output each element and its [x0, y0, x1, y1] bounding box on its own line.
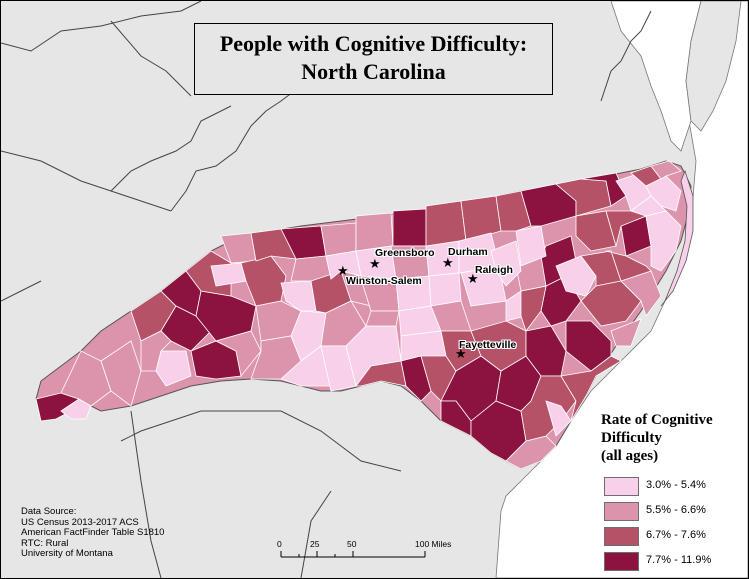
county-coast-12 [490, 240, 522, 287]
legend-item: 5.5% - 6.6% [601, 500, 741, 522]
legend-label: 5.5% - 6.6% [646, 504, 706, 516]
legend-swatch [604, 527, 639, 546]
county-coast-5 [565, 320, 612, 372]
county-pied-26 [365, 310, 400, 327]
county-ne-10 [605, 210, 648, 248]
county-ne-1 [495, 190, 532, 232]
data-source-note: Data Source: US Census 2013-2017 ACS Ame… [21, 506, 165, 560]
delmarva-shore [685, 1, 742, 132]
county-coast-19 [605, 250, 652, 282]
county-pied-19 [428, 272, 462, 307]
county-pied-5 [320, 222, 357, 257]
nc-counties [35, 160, 692, 470]
scale-bar: 0 25 50 100 Miles [277, 537, 467, 567]
legend-title-line1: Rate of Cognitive [601, 412, 713, 428]
county-west-2 [60, 398, 92, 420]
source-line: American FactFinder Table S1810 [21, 527, 165, 538]
scale-tick-label: 25 [310, 539, 320, 549]
county-pied-8 [425, 200, 467, 247]
county-coast-20 [645, 210, 682, 272]
legend-swatch [604, 552, 639, 571]
county-pied-7 [392, 208, 427, 247]
city-label-durham: Durham [448, 246, 488, 258]
scale-tick-label: 0 [277, 539, 282, 549]
outer-banks [660, 169, 694, 307]
legend-title-line3: (all ages) [601, 448, 659, 464]
legend-title-line2: Difficulty [601, 430, 662, 446]
legend-item: 3.0% - 5.4% [601, 475, 741, 497]
county-west-4 [100, 340, 142, 407]
star-icon-fayetteville: ★ [455, 346, 467, 361]
star-icon-greensboro: ★ [369, 256, 381, 271]
star-icon-winston-salem: ★ [337, 263, 349, 278]
star-icon-durham: ★ [442, 255, 454, 270]
city-label-greensboro: Greensboro [375, 247, 435, 259]
county-west-11 [140, 330, 172, 372]
source-line: University of Montana [21, 548, 113, 559]
county-coast-6 [610, 318, 642, 347]
legend-item: 6.7% - 7.6% [601, 525, 741, 547]
county-west-12 [214, 330, 262, 377]
legend-label: 3.0% - 5.4% [646, 479, 706, 491]
scale-tick-label: 50 [347, 539, 357, 549]
county-coast-13 [515, 225, 547, 267]
legend-swatch [604, 502, 639, 521]
county-ne-8 [650, 160, 682, 180]
map-title-line2: North Carolina [301, 59, 446, 84]
county-sand-2 [400, 355, 432, 402]
source-line: Data Source: [21, 506, 77, 517]
city-label-fayetteville: Fayetteville [459, 339, 517, 351]
city-label-raleigh: Raleigh [475, 264, 513, 276]
county-coast-18 [575, 210, 617, 252]
legend: Rate of Cognitive Difficulty (all ages) … [601, 411, 741, 575]
county-ne-4 [580, 172, 627, 207]
source-line: US Census 2013-2017 ACS [21, 516, 139, 528]
county-pied-23 [280, 345, 332, 387]
county-coast-10 [555, 255, 597, 297]
city-label-winston-salem: Winston-Salem [346, 275, 422, 287]
legend-label: 6.7% - 7.6% [646, 529, 706, 541]
county-coast-15 [580, 280, 642, 327]
source-line: RTC: Rural [21, 537, 69, 549]
map-title-box: People with Cognitive Difficulty: North … [194, 23, 553, 95]
county-pied-6 [355, 212, 394, 252]
map-title-line1: People with Cognitive Difficulty: [219, 31, 528, 56]
legend-title: Rate of Cognitive Difficulty (all ages) [601, 411, 741, 465]
state-borders [1, 1, 652, 578]
county-west-18 [250, 228, 297, 262]
legend-swatch [604, 477, 639, 496]
legend-item: 7.7% - 11.9% [601, 550, 741, 572]
scale-tick-label: 100 Miles [415, 539, 452, 549]
scale-bar-line [280, 551, 426, 558]
star-icon-raleigh: ★ [467, 271, 479, 286]
legend-label: 7.7% - 11.9% [646, 554, 712, 566]
